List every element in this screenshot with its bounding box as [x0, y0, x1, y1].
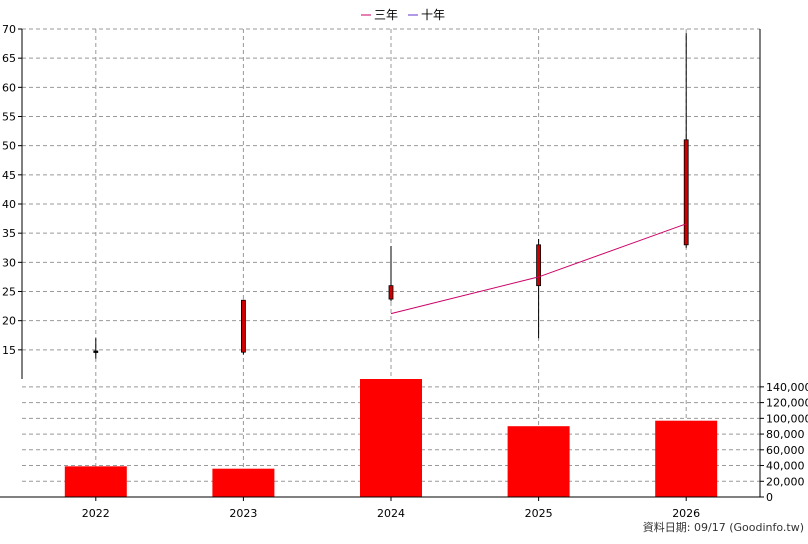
candle-body — [93, 350, 99, 353]
volume-bar — [507, 426, 570, 497]
volume-tick-label: 100,000 — [766, 412, 808, 425]
data-date-footer: 資料日期: 09/17 (Goodinfo.tw) — [643, 520, 804, 534]
volume-bar — [212, 468, 275, 497]
category-tick-label: 2022 — [82, 507, 110, 520]
price-tick-label: 40 — [2, 198, 16, 211]
volume-tick-label: 80,000 — [766, 428, 805, 441]
price-tick-label: 50 — [2, 140, 16, 153]
price-tick-label: 65 — [2, 52, 16, 65]
category-tick-label: 2024 — [377, 507, 405, 520]
price-tick-label: 55 — [2, 111, 16, 124]
price-tick-label: 70 — [2, 23, 16, 36]
category-tick-label: 2026 — [672, 507, 700, 520]
price-candles — [93, 33, 689, 359]
candle-body — [683, 139, 689, 246]
legend-label-3yr: 三年 — [374, 8, 398, 22]
volume-bar — [360, 379, 422, 497]
volume-bars — [64, 379, 718, 497]
volume-tick-label: 20,000 — [766, 475, 805, 488]
average-lines — [390, 223, 687, 315]
price-tick-label: 20 — [2, 315, 16, 328]
volume-tick-label: 40,000 — [766, 460, 805, 473]
price-tick-label: 60 — [2, 81, 16, 94]
series-line — [390, 223, 687, 315]
volume-tick-label: 0 — [766, 491, 773, 504]
axes: 152025303540455055606570020,00040,00060,… — [0, 23, 808, 520]
price-tick-label: 15 — [2, 344, 16, 357]
candle-body — [240, 299, 246, 353]
legend-label-10yr: 十年 — [421, 8, 445, 22]
price-tick-label: 30 — [2, 256, 16, 269]
volume-tick-label: 60,000 — [766, 444, 805, 457]
category-tick-label: 2023 — [229, 507, 257, 520]
volume-bar — [655, 420, 718, 497]
price-tick-label: 45 — [2, 169, 16, 182]
price-tick-label: 25 — [2, 286, 16, 299]
legend: 三年 十年 — [361, 8, 445, 22]
candle-body — [536, 244, 541, 287]
volume-tick-label: 140,000 — [766, 381, 808, 394]
category-tick-label: 2025 — [525, 507, 553, 520]
price-tick-label: 35 — [2, 227, 16, 240]
volume-tick-label: 120,000 — [766, 397, 808, 410]
candle-body — [388, 285, 394, 300]
volume-bar — [64, 466, 127, 497]
